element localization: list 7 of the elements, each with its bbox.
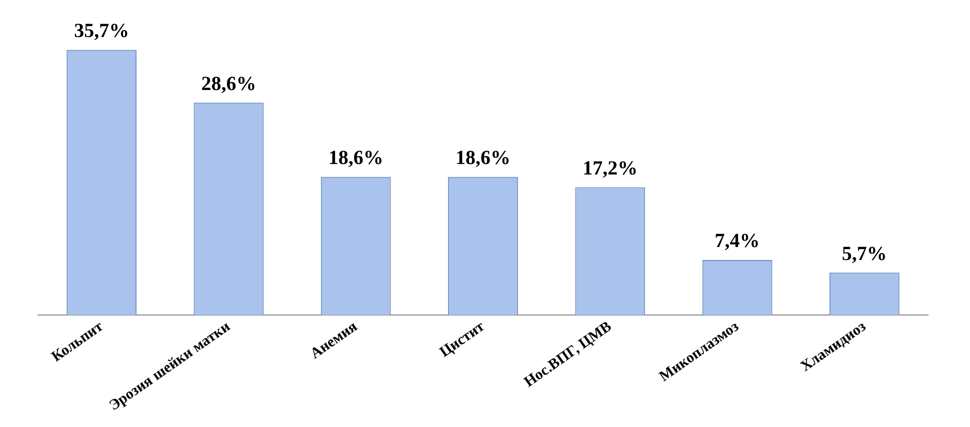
data-label: 18,6% [328, 147, 384, 170]
data-label: 35,7% [74, 20, 130, 42]
data-label: 5,7% [842, 242, 887, 265]
data-label: 18,6% [456, 147, 510, 170]
data-label: 7,4% [714, 230, 760, 252]
data-label: 17,2% [582, 157, 638, 180]
data-label: 28,6% [201, 72, 256, 95]
